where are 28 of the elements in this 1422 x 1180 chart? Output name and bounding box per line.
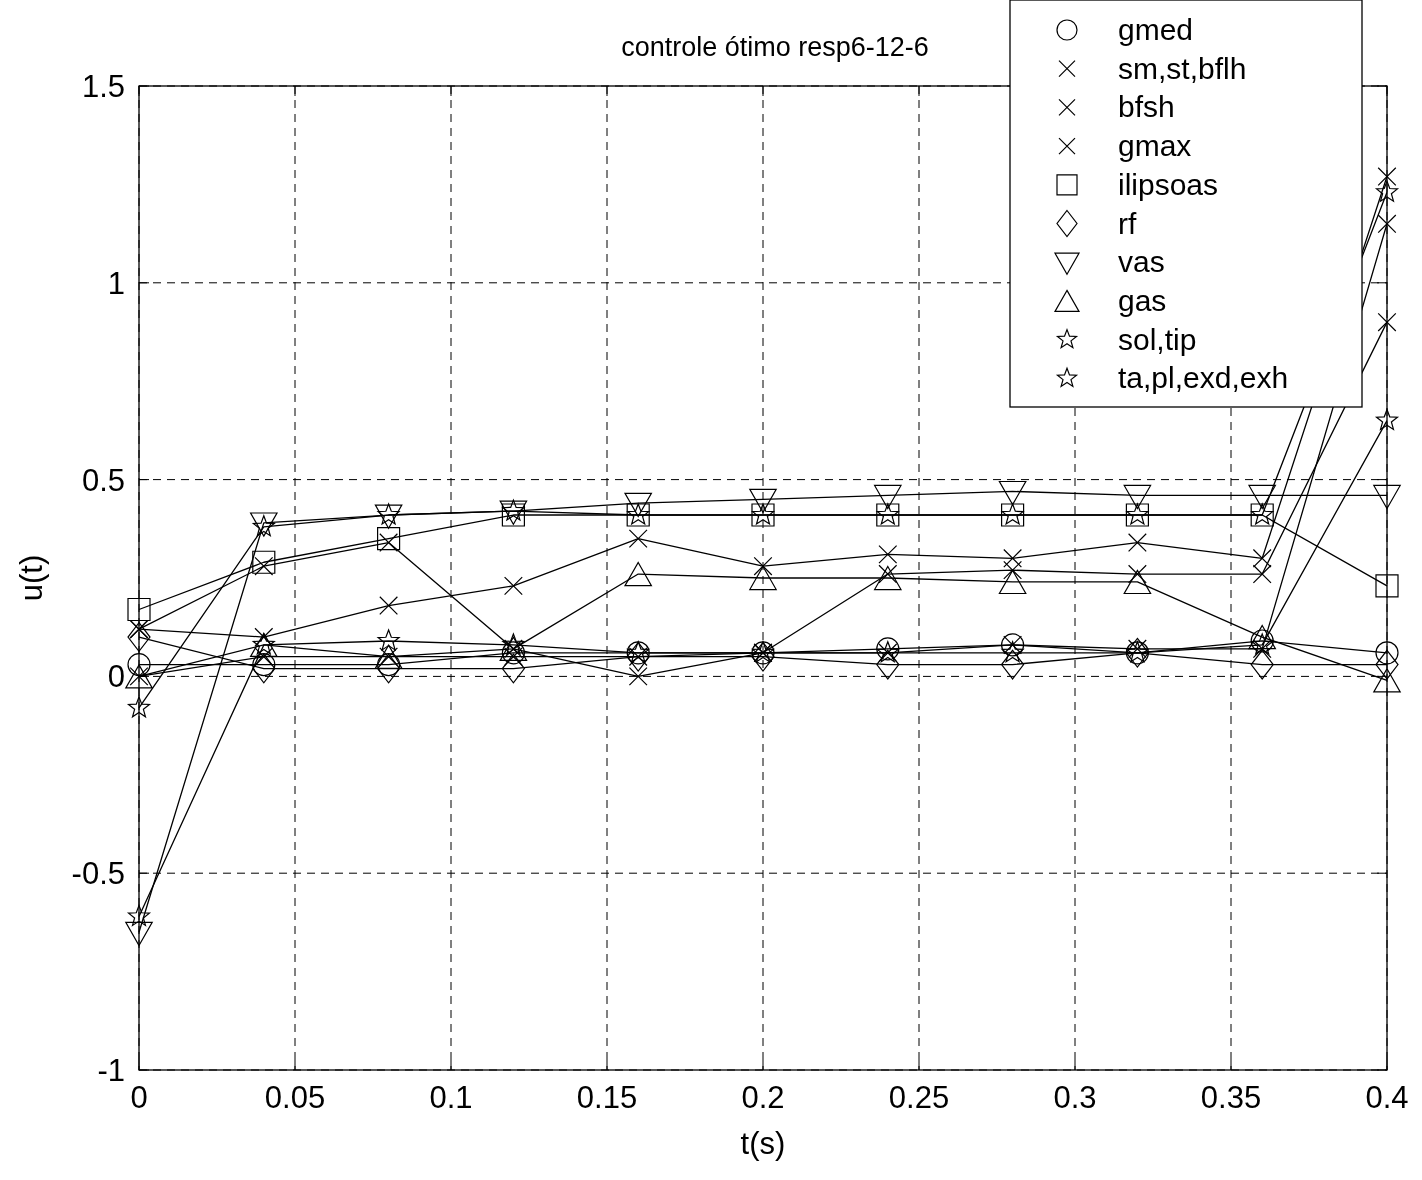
legend-label: bfsh bbox=[1118, 90, 1175, 124]
legend-label: ta,pl,exd,exh bbox=[1118, 361, 1289, 395]
x-axis-title: t(s) bbox=[740, 1126, 786, 1161]
chart-title: controle ótimo resp6-12-6 bbox=[621, 32, 929, 62]
y-tick-label: 0 bbox=[107, 659, 125, 695]
legend-label: vas bbox=[1118, 245, 1165, 279]
legend-label: gas bbox=[1118, 283, 1167, 317]
y-tick-label: -1 bbox=[97, 1053, 125, 1088]
x-tick-label: 0.2 bbox=[741, 1080, 785, 1115]
y-tick-label: 1 bbox=[107, 265, 125, 301]
x-tick-label: 0.25 bbox=[888, 1080, 950, 1115]
x-tick-label: 0.05 bbox=[264, 1080, 326, 1115]
legend-label: sol,tip bbox=[1118, 322, 1197, 356]
x-tick-label: 0.4 bbox=[1365, 1080, 1409, 1115]
legend-label: ilipsoas bbox=[1118, 167, 1219, 201]
legend-label: gmed bbox=[1118, 13, 1194, 46]
legend-label: sm,st,bflh bbox=[1118, 51, 1247, 85]
legend-label: rf bbox=[1118, 206, 1137, 240]
y-axis-title: u(t) bbox=[14, 554, 49, 602]
y-tick-label: 1.5 bbox=[81, 69, 125, 104]
x-tick-label: 0.3 bbox=[1053, 1080, 1097, 1115]
x-tick-label: 0.35 bbox=[1200, 1080, 1262, 1115]
x-tick-label: 0.1 bbox=[429, 1080, 473, 1115]
legend-label: gmax bbox=[1118, 129, 1192, 163]
x-tick-label: 0 bbox=[130, 1080, 148, 1115]
y-tick-label: -0.5 bbox=[71, 856, 125, 892]
x-tick-label: 0.15 bbox=[576, 1080, 638, 1115]
y-tick-label: 0.5 bbox=[81, 462, 125, 498]
